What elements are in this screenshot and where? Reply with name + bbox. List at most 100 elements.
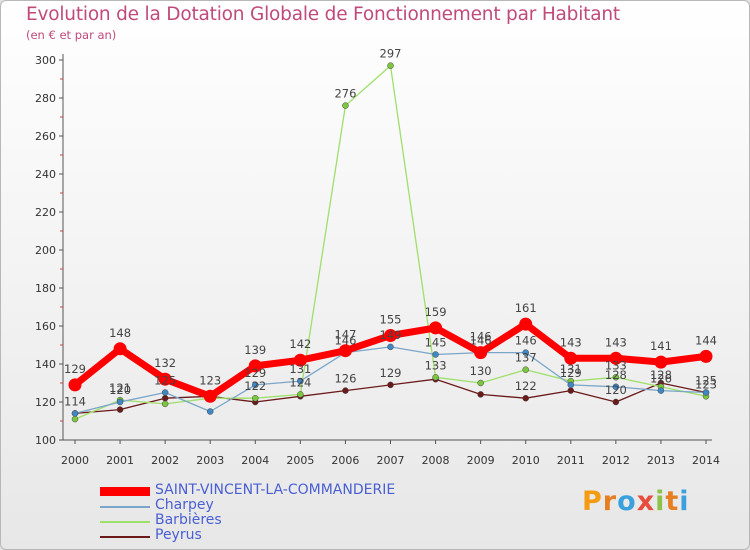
- data-label: 142: [289, 337, 311, 351]
- data-point: [203, 389, 217, 403]
- chart-subtitle: (en € et par an): [26, 28, 117, 42]
- x-tick-label: 2014: [692, 454, 720, 467]
- data-point: [252, 381, 259, 389]
- data-point: [702, 389, 710, 396]
- data-label: 131: [560, 362, 582, 376]
- data-label: 159: [425, 305, 447, 319]
- data-label: 143: [605, 335, 627, 349]
- data-point: [657, 387, 665, 394]
- data-label: 133: [605, 358, 627, 372]
- x-tick-label: 2002: [151, 454, 179, 467]
- data-point: [252, 394, 259, 402]
- data-label: 146: [470, 334, 492, 348]
- chart-title: Evolution de la Dotation Globale de Fonc…: [26, 4, 620, 25]
- data-label: 146: [515, 334, 537, 348]
- data-label: 123: [199, 373, 221, 387]
- data-point: [248, 359, 262, 373]
- data-point: [522, 394, 529, 402]
- x-tick-label: 2009: [467, 454, 495, 467]
- data-label: 129: [244, 366, 266, 380]
- data-label: 146: [470, 330, 492, 344]
- data-label: 141: [650, 339, 672, 353]
- data-label: 149: [380, 328, 402, 342]
- x-tick-label: 2003: [196, 454, 224, 467]
- data-point: [609, 351, 623, 365]
- data-point: [71, 415, 79, 423]
- data-label: 132: [154, 356, 176, 370]
- data-label: 126: [334, 372, 356, 386]
- logo-letter: i: [679, 486, 690, 517]
- data-point: [342, 102, 349, 109]
- data-label: 125: [695, 374, 717, 388]
- data-point: [567, 381, 575, 389]
- legend-label: Peyrus: [155, 527, 202, 543]
- data-point: [387, 381, 394, 389]
- data-point: [293, 353, 307, 367]
- data-label: 126: [650, 372, 672, 386]
- x-tick-label: 2012: [602, 454, 630, 467]
- data-point: [297, 377, 304, 385]
- legend-swatch: [100, 536, 150, 538]
- y-tick-label: 280: [35, 92, 56, 105]
- data-point: [206, 408, 214, 415]
- data-label: 123: [695, 377, 717, 391]
- data-label: 129: [64, 362, 86, 376]
- legend-label: Charpey: [155, 497, 214, 513]
- data-label: 155: [380, 313, 402, 327]
- data-label: 161: [515, 301, 537, 315]
- data-label: 276: [334, 87, 356, 101]
- logo-letter: t: [665, 486, 680, 517]
- y-tick-label: 120: [35, 396, 56, 409]
- y-tick-label: 300: [35, 54, 56, 67]
- data-point: [71, 410, 79, 417]
- data-label: 122: [244, 379, 266, 393]
- data-label: 147: [334, 328, 356, 342]
- logo-letter: i: [655, 486, 666, 517]
- y-tick-label: 160: [35, 320, 56, 333]
- logo-letter: x: [636, 486, 656, 517]
- data-point: [387, 343, 394, 351]
- data-label: 120: [605, 383, 627, 397]
- data-point: [338, 344, 352, 358]
- data-point: [297, 391, 304, 398]
- legend-swatch: [100, 487, 150, 496]
- x-tick-label: 2000: [61, 454, 89, 467]
- data-point: [429, 321, 443, 335]
- x-tick-label: 2005: [286, 454, 314, 467]
- x-tick-label: 2011: [557, 454, 585, 467]
- data-point: [161, 394, 169, 402]
- y-tick-label: 180: [35, 282, 56, 295]
- data-point: [158, 372, 172, 386]
- y-tick-label: 140: [35, 358, 56, 371]
- data-label: 129: [560, 366, 582, 380]
- y-tick-label: 200: [35, 244, 56, 257]
- data-point: [519, 317, 533, 331]
- x-tick-label: 2004: [241, 454, 269, 467]
- data-point: [612, 374, 620, 381]
- data-label: 120: [109, 383, 131, 397]
- x-tick-label: 2001: [106, 454, 134, 467]
- data-point: [161, 389, 169, 396]
- data-point: [161, 400, 169, 408]
- line-chart: 100 120 140 160 180 200 220 240 260 280 300 2000 200…: [35, 47, 720, 467]
- logo-letter: r: [602, 486, 618, 517]
- data-label: 146: [334, 334, 356, 348]
- data-label: 148: [109, 326, 131, 340]
- data-label: 145: [425, 336, 447, 350]
- proxiti-logo: Proxiti: [582, 486, 690, 517]
- data-label: 139: [244, 343, 266, 357]
- data-point: [68, 378, 82, 392]
- data-point: [522, 349, 529, 356]
- legend-swatch: [100, 506, 150, 508]
- data-point: [654, 355, 668, 369]
- data-point: [477, 391, 484, 398]
- data-label: 297: [380, 47, 402, 61]
- data-label: 131: [289, 362, 311, 376]
- data-label: 144: [695, 333, 717, 347]
- x-tick-label: 2013: [647, 454, 675, 467]
- data-label: 128: [650, 368, 672, 382]
- data-label: 124: [289, 375, 311, 389]
- y-tick-label: 240: [35, 168, 56, 181]
- data-point: [612, 398, 620, 406]
